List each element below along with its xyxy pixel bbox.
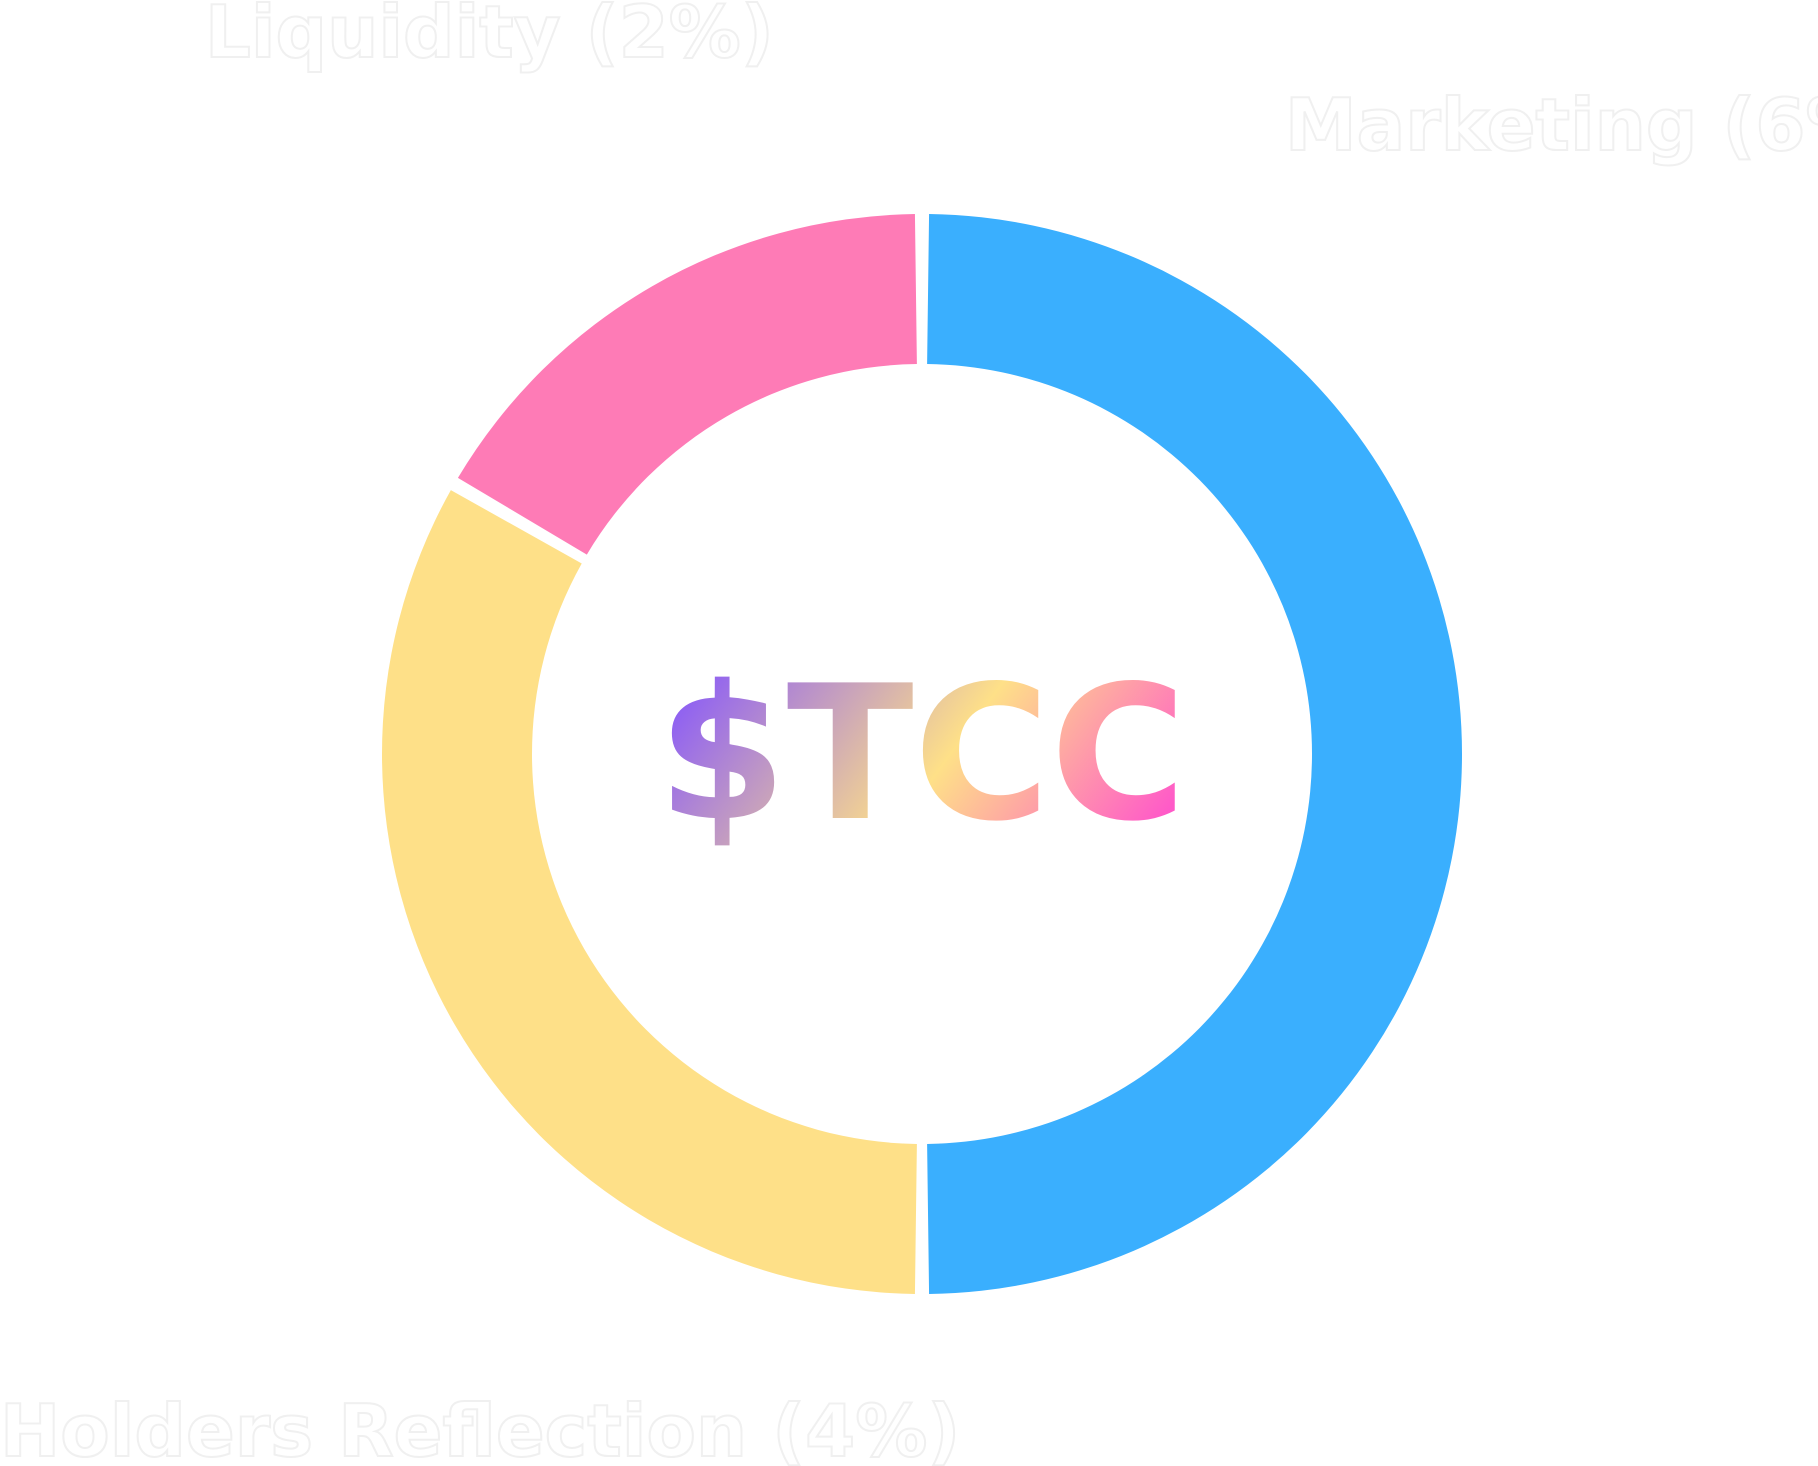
center-token-label: $TCC	[657, 645, 1186, 862]
donut-slice-marketing	[927, 214, 1463, 1294]
slice-label-marketing: Marketing (6%)	[1285, 83, 1818, 167]
donut-slice-liquidity	[457, 214, 917, 555]
slice-label-liquidity: Liquidity (2%)	[205, 0, 774, 74]
donut-slices	[381, 214, 1463, 1294]
donut-slice-holders	[381, 490, 917, 1294]
slice-label-holders: Holders Reflection (4%)	[0, 1389, 960, 1466]
